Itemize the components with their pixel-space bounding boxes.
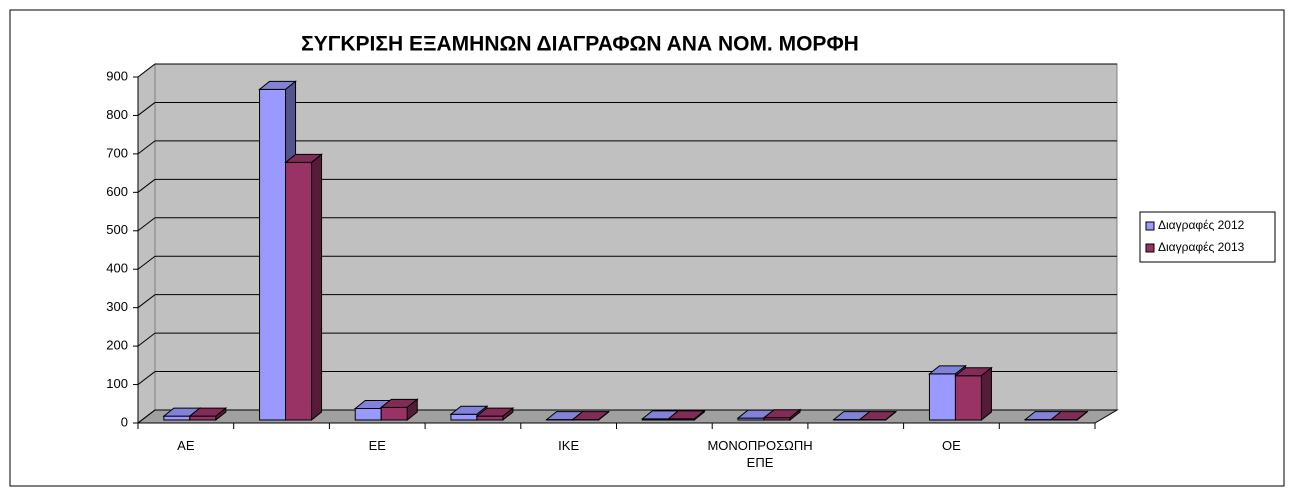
- bar: [284, 153, 323, 422]
- bar-front: [285, 161, 313, 421]
- grid-line: [137, 255, 156, 270]
- bar-side: [693, 409, 705, 422]
- bar-side: [1076, 410, 1088, 422]
- bar-front: [954, 375, 982, 421]
- bar-front: [450, 413, 478, 421]
- side-wall: [137, 62, 156, 425]
- bar: [1049, 410, 1089, 422]
- bar-front: [928, 373, 956, 421]
- legend-label: Διαγραφές 2012: [1158, 218, 1245, 232]
- bar-side: [215, 407, 227, 422]
- grid-line: [137, 294, 156, 309]
- y-tick-label: 0: [121, 414, 128, 429]
- y-tick-label: 700: [106, 145, 128, 160]
- grid-line: [137, 332, 156, 347]
- bar-side: [980, 366, 992, 422]
- grid-line: [137, 409, 156, 424]
- bar: [379, 398, 419, 422]
- y-tick-label: 400: [106, 261, 128, 276]
- bar: [188, 407, 228, 422]
- chart-title: ΣΥΓΚΡΙΣΗ ΕΞΑΜΗΝΩΝ ΔΙΑΓΡΑΦΩΝ ΑΝΑ ΝΟΜ. ΜΟΡ…: [301, 33, 859, 56]
- bar-front: [476, 415, 504, 421]
- y-tick-label: 600: [106, 184, 128, 199]
- y-tick-label: 800: [106, 107, 128, 122]
- y-tick-label: 200: [106, 338, 128, 353]
- bar-side: [502, 407, 514, 422]
- grid-line: [137, 371, 156, 385]
- y-tick-label: 900: [106, 68, 128, 83]
- bar: [858, 410, 898, 422]
- grid-line: [137, 178, 156, 193]
- legend-swatch: [1145, 221, 1155, 231]
- grid-line: [137, 217, 156, 232]
- y-tick-label: 300: [106, 299, 128, 314]
- grid-line: [137, 63, 156, 78]
- bar-side: [598, 410, 610, 422]
- bar-side: [311, 153, 323, 422]
- bar-front: [163, 415, 191, 421]
- y-tick-label: 500: [106, 222, 128, 237]
- bar: [475, 407, 515, 422]
- bar-front: [354, 407, 382, 421]
- bar: [762, 408, 802, 422]
- bar: [666, 409, 706, 422]
- x-tick-label: ΜΟΝΟΠΡΟΣΩΠΗ ΕΠΕ: [707, 438, 813, 470]
- x-tick-label: ΕΕ: [368, 438, 386, 453]
- legend-box: [1139, 211, 1276, 263]
- bar-side: [885, 410, 897, 422]
- x-tick-label: ΑΕ: [177, 438, 195, 453]
- x-tick-label: ΟΕ: [942, 438, 961, 453]
- bar-front: [189, 415, 217, 421]
- bar-front: [259, 88, 287, 421]
- bar-front: [380, 406, 408, 421]
- y-tick-label: 100: [106, 376, 128, 391]
- bar-side: [789, 408, 801, 422]
- bar-side: [406, 398, 418, 422]
- legend-swatch: [1145, 243, 1155, 253]
- grid-line: [137, 140, 156, 155]
- grid-line: [137, 102, 156, 116]
- bar: [954, 366, 993, 422]
- bar: [571, 410, 611, 422]
- legend-label: Διαγραφές 2013: [1158, 240, 1245, 254]
- x-tick-label: ΙΚΕ: [558, 438, 580, 453]
